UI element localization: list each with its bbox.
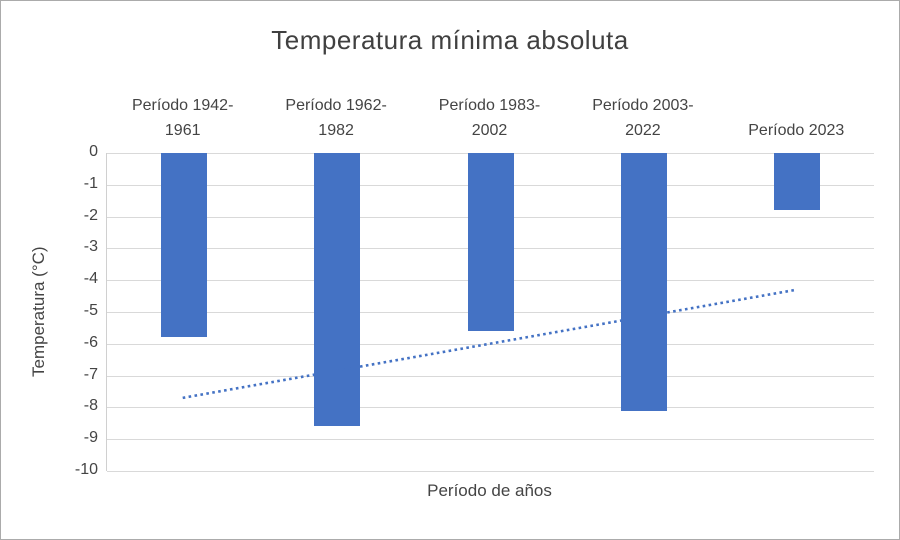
y-tick-label: -2 xyxy=(83,206,98,224)
category-label: Período 1942- 1961 xyxy=(98,81,268,143)
y-tick-label: -5 xyxy=(83,302,98,319)
category-label-line: 2022 xyxy=(625,122,661,139)
category-label-line: Período 1962- xyxy=(285,97,387,114)
gridline xyxy=(107,407,874,409)
y-tick-label: 0 xyxy=(89,143,98,160)
y-tick-label: -7 xyxy=(83,365,98,383)
chart-title: Temperatura mínima absoluta xyxy=(271,25,629,55)
bar-4 xyxy=(620,153,667,411)
category-label-line: 1982 xyxy=(318,122,354,139)
category-label: Período 1983- 2002 xyxy=(405,81,575,143)
category-label: Período 2023 xyxy=(711,81,881,143)
y-tick-label: -1 xyxy=(83,174,98,192)
bar-5 xyxy=(774,153,821,211)
y-tick-label: -8 xyxy=(83,397,98,415)
y-axis-title: Temperatura (°C) xyxy=(29,246,48,378)
gridline xyxy=(107,439,874,441)
category-label-line: 1961 xyxy=(164,122,201,139)
y-tick-label: -10 xyxy=(74,461,98,478)
bar-3 xyxy=(467,153,514,332)
category-label-line: Período 1942- xyxy=(131,97,234,114)
plot-area xyxy=(106,153,874,472)
category-label-line: 2002 xyxy=(471,122,508,139)
category-label: Período 2003- 2022 xyxy=(558,81,728,143)
y-tick-label: -9 xyxy=(83,429,98,447)
bar-1 xyxy=(160,153,207,338)
category-label-line: Período 2023 xyxy=(748,122,845,139)
category-label: Período 1962- 1982 xyxy=(251,81,421,143)
y-tick-label: -4 xyxy=(83,270,98,288)
gridline xyxy=(107,343,874,345)
x-axis-title: Período de años xyxy=(427,481,552,500)
y-tick-label: -3 xyxy=(83,238,98,256)
category-label-line: Período 1983- xyxy=(438,97,541,114)
category-label-line: Período 2003- xyxy=(592,97,694,114)
bar-2 xyxy=(314,153,361,427)
gridline xyxy=(107,375,874,377)
gridline xyxy=(107,471,874,472)
y-tick-label: -6 xyxy=(83,333,98,351)
